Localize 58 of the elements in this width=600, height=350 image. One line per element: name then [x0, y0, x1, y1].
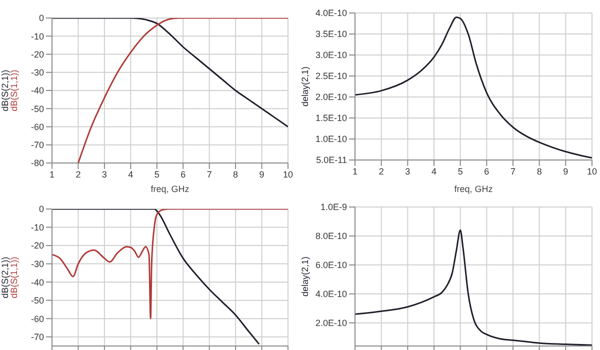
x-tick-label: 8	[233, 169, 238, 180]
x-tick-label: 8	[536, 166, 542, 176]
y-tick-label: -70	[30, 332, 44, 342]
x-tick-label: 4	[128, 169, 134, 180]
x-tick-label: 7	[206, 169, 212, 180]
y-tick-label: -40	[30, 86, 44, 96]
text: dB(S(1,1))	[9, 70, 19, 112]
y-tick-label: 3.0E-10	[315, 50, 347, 60]
y-tick-label: -80	[30, 158, 44, 168]
y-tick-label: 4.0E-10	[315, 289, 347, 300]
y-tick-label: -20	[30, 49, 44, 60]
x-tick-label: 10	[282, 169, 294, 180]
y-tick-label: 3.5E-10	[315, 29, 347, 40]
y-tick-label: -10	[30, 31, 44, 42]
text: dB(S(2,1))	[0, 70, 10, 112]
x-tick-label: 9	[563, 166, 568, 176]
y-tick-label: -30	[30, 258, 44, 269]
y-tick-label: 2.0E-10	[315, 92, 347, 102]
x-tick-label: 6	[484, 166, 490, 176]
y-tick-label: -70	[30, 140, 44, 150]
y-tick-label: -10	[30, 222, 44, 232]
y-tick-label: 2.0E-10	[315, 318, 347, 328]
y-tick-label: 0	[38, 204, 44, 214]
x-tick-label: 7	[510, 166, 516, 176]
y-tick-label: 1.5E-10	[315, 113, 347, 124]
y-tick-label: -40	[30, 277, 44, 288]
x-tick-label: 5	[154, 169, 160, 180]
y-tick-label: -20	[30, 240, 44, 251]
x-tick-label: 2	[76, 169, 81, 180]
y-tick-label: -50	[30, 104, 44, 114]
y-tick-label: 0	[38, 13, 44, 24]
y-tick-label: 2.5E-10	[315, 71, 347, 82]
x-tick-label: 3	[102, 169, 107, 180]
y-tick-label: -60	[30, 314, 44, 324]
x-tick-label: 2	[378, 166, 384, 176]
y-tick-label: 4.0E-10	[315, 8, 347, 18]
y-tick-label: 6.0E-10	[315, 260, 347, 270]
x-tick-label: 5	[458, 166, 463, 176]
x-tick-label: 3	[405, 166, 410, 176]
x-tick-label: 10	[586, 166, 598, 176]
text: dB(S(1,1))	[9, 256, 19, 298]
x-tick-label: 4	[431, 166, 437, 176]
y-tick-label: 1.0E-10	[315, 134, 347, 144]
y-tick-label: -30	[30, 68, 44, 78]
x-tick-label: 9	[259, 169, 264, 180]
x-axis-title: freq, GHz	[454, 184, 494, 194]
y-tick-label: -60	[30, 122, 44, 132]
y-tick-label: 1.0E-9	[320, 202, 347, 212]
y-axis-title: delay(2,1)	[300, 256, 310, 297]
y-tick-label: 5.0E-11	[316, 155, 347, 166]
x-axis-title: freq, GHz	[150, 184, 190, 194]
text: dB(S(2,1))	[0, 256, 10, 298]
x-tick-label: 6	[180, 169, 186, 180]
y-tick-label: -50	[30, 296, 44, 306]
x-tick-label: 1	[49, 169, 55, 180]
y-axis-title: delay(2,1)	[300, 66, 310, 107]
y-tick-label: 8.0E-10	[315, 231, 347, 242]
x-tick-label: 1	[352, 166, 358, 176]
